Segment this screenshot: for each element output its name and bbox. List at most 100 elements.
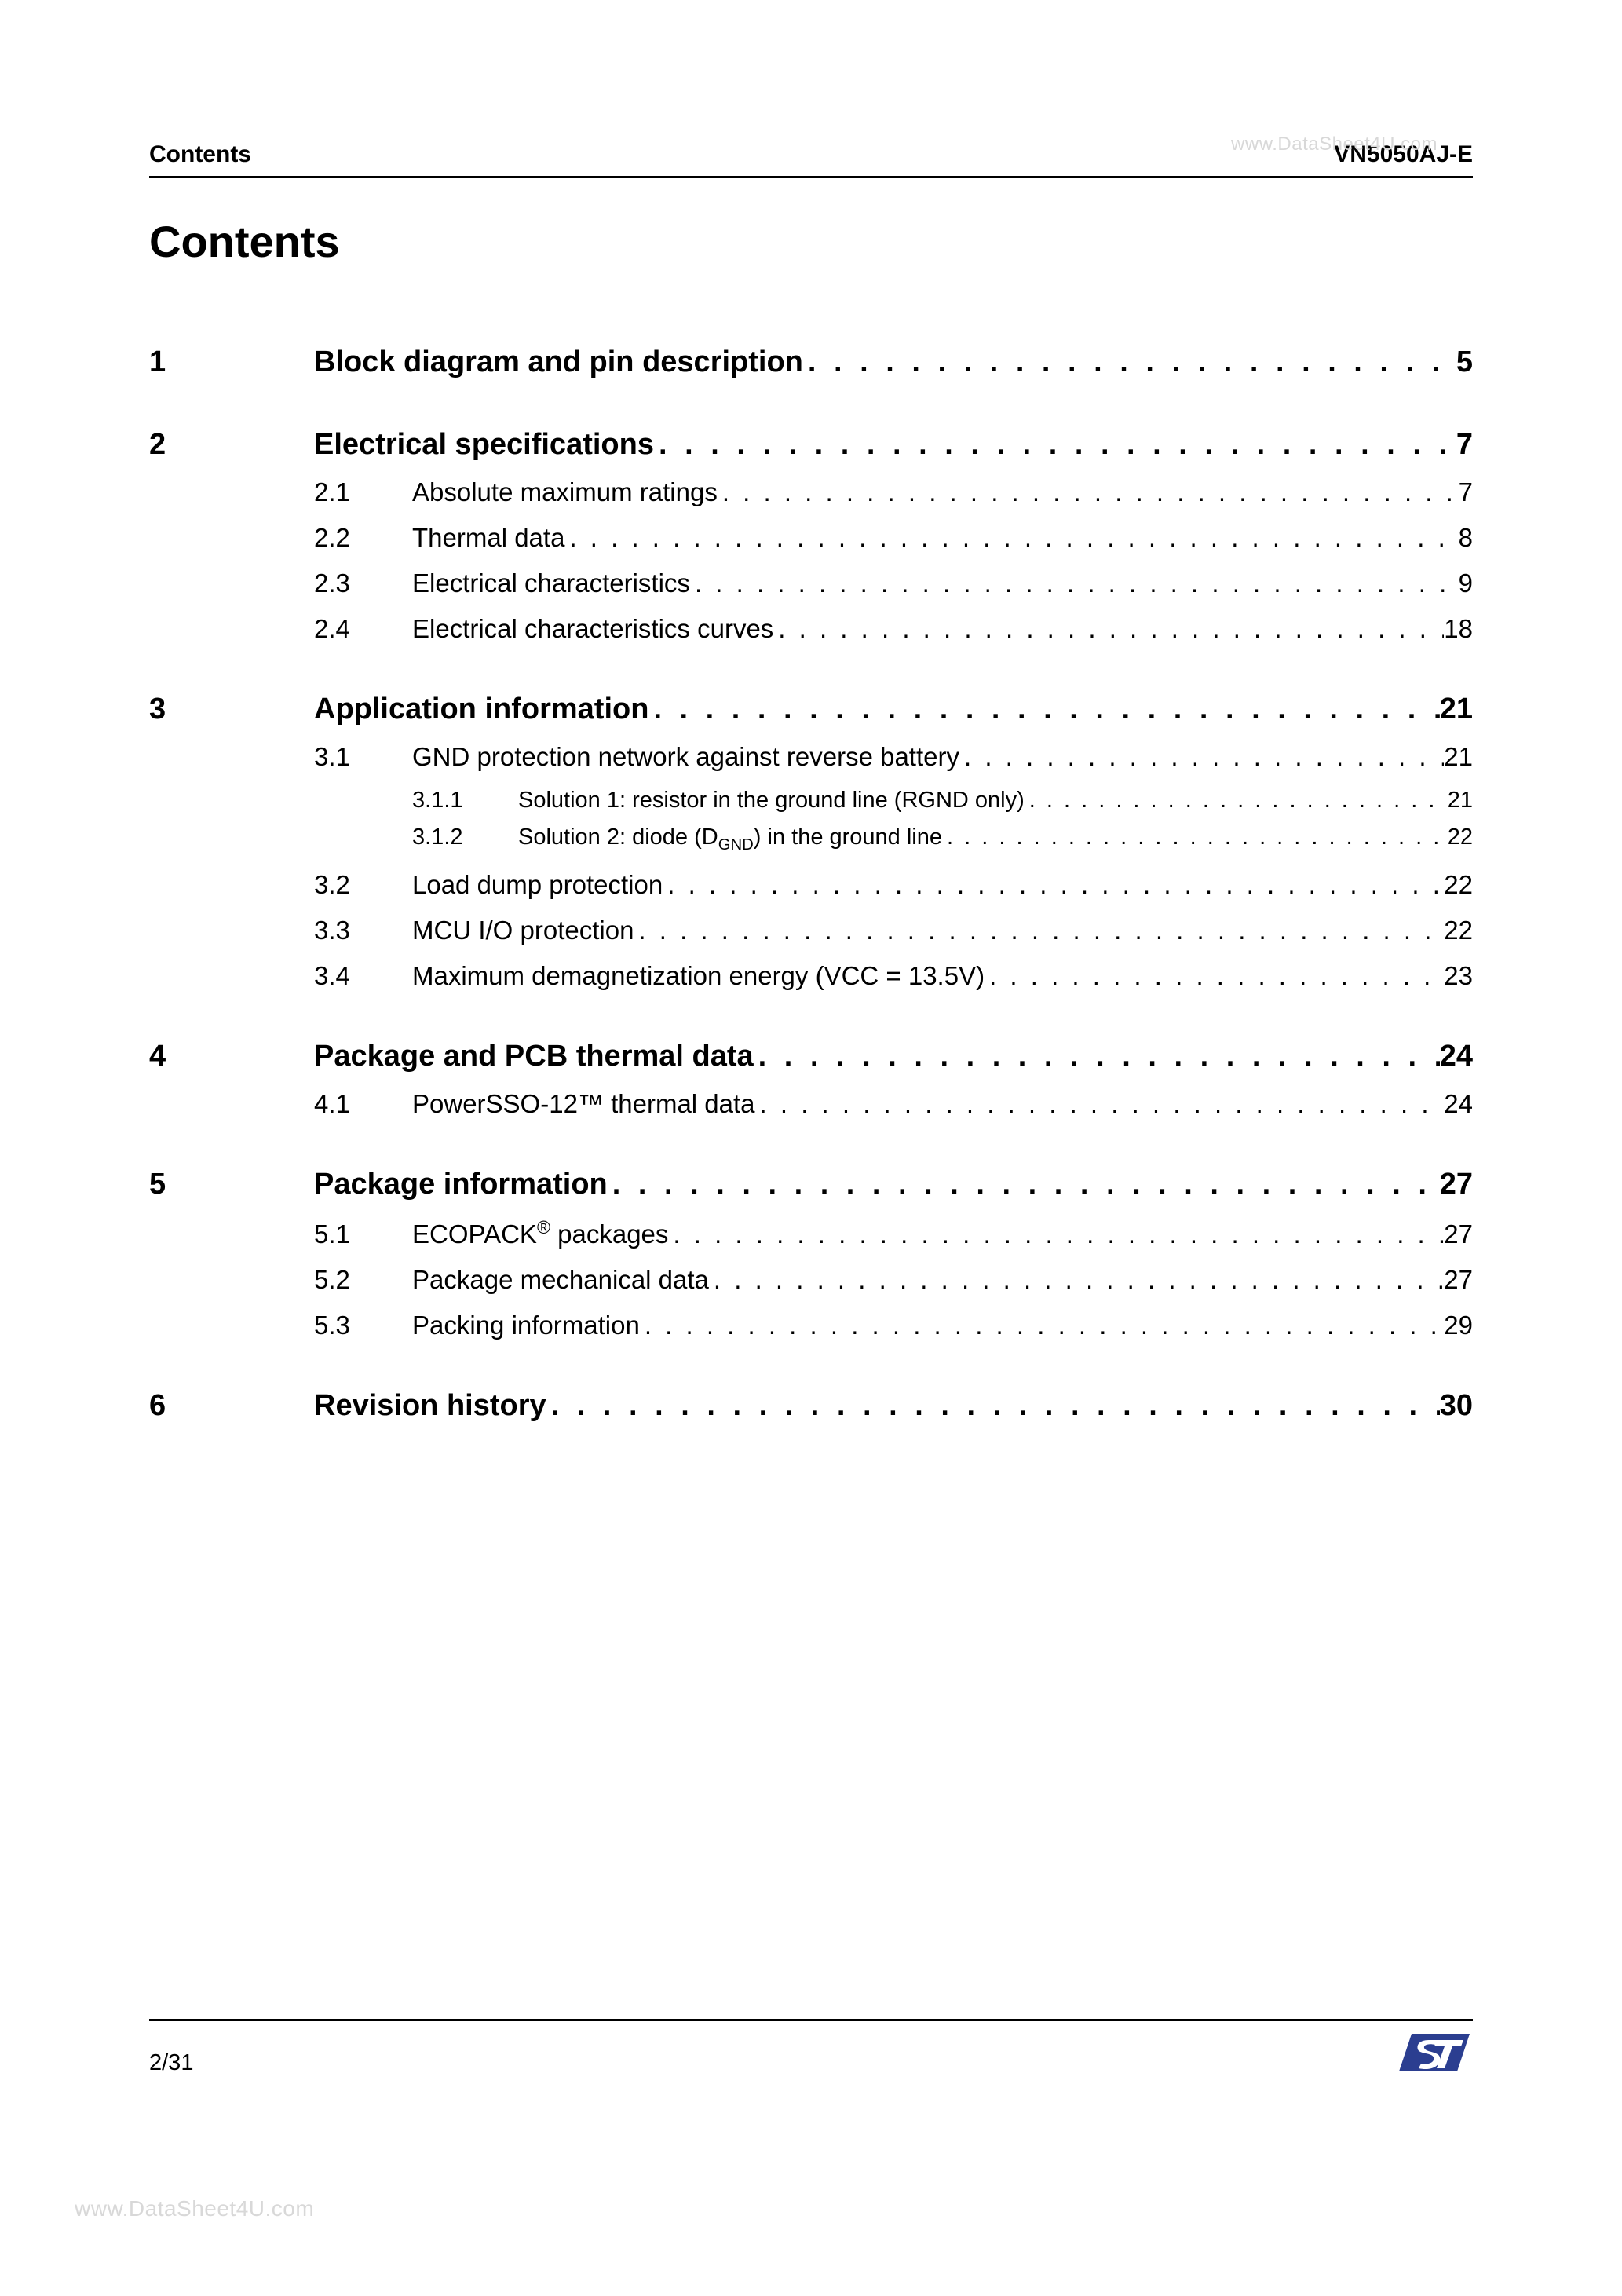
toc-page-number: 7: [1456, 428, 1473, 462]
toc-entry[interactable]: 3.3MCU I/O protection. . . . . . . . . .…: [149, 916, 1473, 945]
toc-section-number: 3.3: [314, 916, 412, 945]
toc-page-number: 18: [1444, 614, 1473, 644]
toc-chapter-number: 2: [149, 428, 314, 462]
toc-entry-title: Load dump protection: [412, 870, 663, 900]
toc-section-number: 2.3: [314, 569, 412, 598]
toc-page-number: 22: [1444, 916, 1473, 945]
table-of-contents: 1Block diagram and pin description. . . …: [149, 345, 1473, 1423]
toc-entry[interactable]: 2.4Electrical characteristics curves. . …: [149, 614, 1473, 644]
toc-section-number: 2.4: [314, 614, 412, 644]
toc-entry[interactable]: 3.1.2Solution 2: diode (DGND) in the gro…: [149, 824, 1473, 854]
toc-page-number: 27: [1440, 1168, 1473, 1201]
toc-entry-title: Maximum demagnetization energy (VCC = 13…: [412, 961, 985, 991]
toc-entry[interactable]: 3Application information. . . . . . . . …: [149, 693, 1473, 726]
toc-page-number: 29: [1444, 1311, 1473, 1340]
toc-leader-dots: . . . . . . . . . . . . . . . . . . . . …: [634, 916, 1444, 945]
toc-entry[interactable]: 1Block diagram and pin description. . . …: [149, 345, 1473, 379]
toc-page-number: 27: [1444, 1265, 1473, 1295]
toc-entry-title: Absolute maximum ratings: [412, 477, 718, 507]
toc-section-number: 5.1: [314, 1219, 412, 1249]
toc-page-number: 21: [1440, 693, 1473, 726]
toc-page-number: 23: [1444, 961, 1473, 991]
toc-section-number: 2.2: [314, 523, 412, 553]
toc-entry[interactable]: 5Package information. . . . . . . . . . …: [149, 1168, 1473, 1201]
toc-section-number: 5.3: [314, 1311, 412, 1340]
page-footer: 2/31: [149, 2019, 1473, 2076]
toc-leader-dots: . . . . . . . . . . . . . . . . . . . . …: [985, 961, 1444, 991]
toc-entry-title: GND protection network against reverse b…: [412, 742, 959, 772]
toc-entry[interactable]: 2.3Electrical characteristics. . . . . .…: [149, 569, 1473, 598]
toc-entry-title: ECOPACK® packages: [412, 1217, 668, 1249]
toc-entry-title: MCU I/O protection: [412, 916, 634, 945]
toc-entry-title: Electrical characteristics curves: [412, 614, 773, 644]
toc-page-number: 9: [1459, 569, 1473, 598]
watermark-top: www.DataSheet4U.com: [1231, 133, 1438, 155]
toc-entry[interactable]: 3.2Load dump protection. . . . . . . . .…: [149, 870, 1473, 900]
toc-entry[interactable]: 4.1PowerSSO-12™ thermal data. . . . . . …: [149, 1089, 1473, 1119]
toc-leader-dots: . . . . . . . . . . . . . . . . . . . . …: [690, 569, 1459, 598]
toc-entry-title: Package and PCB thermal data: [314, 1040, 754, 1073]
toc-subsection-number: 3.1.2: [412, 824, 518, 850]
toc-entry[interactable]: 5.3Packing information. . . . . . . . . …: [149, 1311, 1473, 1340]
toc-entry-title: Solution 1: resistor in the ground line …: [518, 788, 1025, 813]
toc-page-number: 24: [1444, 1089, 1473, 1119]
toc-page-number: 24: [1440, 1040, 1473, 1073]
toc-entry[interactable]: 3.4Maximum demagnetization energy (VCC =…: [149, 961, 1473, 991]
toc-page-number: 22: [1444, 870, 1473, 900]
toc-entry-title: PowerSSO-12™ thermal data: [412, 1089, 755, 1119]
toc-entry-title: Application information: [314, 693, 648, 726]
document-page: www.DataSheet4U.com Contents VN5050AJ-E …: [0, 0, 1622, 2296]
toc-leader-dots: . . . . . . . . . . . . . . . . . . . . …: [754, 1040, 1440, 1073]
header-section-label: Contents: [149, 141, 251, 168]
toc-section-number: 3.4: [314, 961, 412, 991]
st-logo-icon: [1397, 2029, 1473, 2076]
watermark-bottom: www.DataSheet4U.com: [75, 2196, 314, 2221]
toc-section-number: 4.1: [314, 1089, 412, 1119]
toc-leader-dots: . . . . . . . . . . . . . . . . . . . . …: [546, 1389, 1440, 1423]
toc-entry[interactable]: 5.1ECOPACK® packages. . . . . . . . . . …: [149, 1217, 1473, 1249]
toc-leader-dots: . . . . . . . . . . . . . . . . . . . . …: [648, 693, 1439, 726]
toc-page-number: 5: [1456, 345, 1473, 379]
toc-leader-dots: . . . . . . . . . . . . . . . . . . . . …: [663, 870, 1444, 900]
toc-page-number: 21: [1448, 788, 1473, 813]
toc-page-number: 21: [1444, 742, 1473, 772]
toc-entry-title: Package information: [314, 1168, 608, 1201]
toc-leader-dots: . . . . . . . . . . . . . . . . . . . . …: [803, 345, 1456, 379]
toc-entry[interactable]: 2.2Thermal data. . . . . . . . . . . . .…: [149, 523, 1473, 553]
toc-entry-title: Package mechanical data: [412, 1265, 709, 1295]
toc-leader-dots: . . . . . . . . . . . . . . . . . . . . …: [959, 742, 1444, 772]
toc-entry[interactable]: 3.1GND protection network against revers…: [149, 742, 1473, 772]
toc-page-number: 30: [1440, 1389, 1473, 1423]
toc-leader-dots: . . . . . . . . . . . . . . . . . . . . …: [564, 523, 1458, 553]
toc-chapter-number: 3: [149, 693, 314, 726]
toc-entry[interactable]: 5.2Package mechanical data. . . . . . . …: [149, 1265, 1473, 1295]
toc-entry-title: Thermal data: [412, 523, 564, 553]
toc-leader-dots: . . . . . . . . . . . . . . . . . . . . …: [654, 428, 1456, 462]
toc-entry[interactable]: 6Revision history. . . . . . . . . . . .…: [149, 1389, 1473, 1423]
page-number: 2/31: [149, 2050, 193, 2076]
toc-entry[interactable]: 2.1Absolute maximum ratings. . . . . . .…: [149, 477, 1473, 507]
toc-entry[interactable]: 2Electrical specifications. . . . . . . …: [149, 428, 1473, 462]
toc-section-number: 5.2: [314, 1265, 412, 1295]
toc-chapter-number: 4: [149, 1040, 314, 1073]
toc-leader-dots: . . . . . . . . . . . . . . . . . . . . …: [718, 477, 1459, 507]
toc-page-number: 22: [1448, 824, 1473, 850]
toc-section-number: 2.1: [314, 477, 412, 507]
toc-entry-title: Packing information: [412, 1311, 640, 1340]
toc-page-number: 27: [1444, 1219, 1473, 1249]
toc-chapter-number: 6: [149, 1389, 314, 1423]
toc-entry-title: Solution 2: diode (DGND) in the ground l…: [518, 824, 942, 854]
toc-section-number: 3.1: [314, 742, 412, 772]
toc-entry-title: Electrical specifications: [314, 428, 654, 462]
toc-leader-dots: . . . . . . . . . . . . . . . . . . . . …: [608, 1168, 1440, 1201]
toc-leader-dots: . . . . . . . . . . . . . . . . . . . . …: [1025, 788, 1448, 813]
toc-entry-title: Revision history: [314, 1389, 546, 1423]
toc-leader-dots: . . . . . . . . . . . . . . . . . . . . …: [942, 824, 1448, 850]
toc-entry[interactable]: 3.1.1Solution 1: resistor in the ground …: [149, 788, 1473, 813]
page-title: Contents: [149, 216, 1473, 267]
toc-leader-dots: . . . . . . . . . . . . . . . . . . . . …: [755, 1089, 1445, 1119]
toc-chapter-number: 5: [149, 1168, 314, 1201]
toc-entry[interactable]: 4Package and PCB thermal data. . . . . .…: [149, 1040, 1473, 1073]
toc-subsection-number: 3.1.1: [412, 788, 518, 813]
toc-chapter-number: 1: [149, 345, 314, 379]
